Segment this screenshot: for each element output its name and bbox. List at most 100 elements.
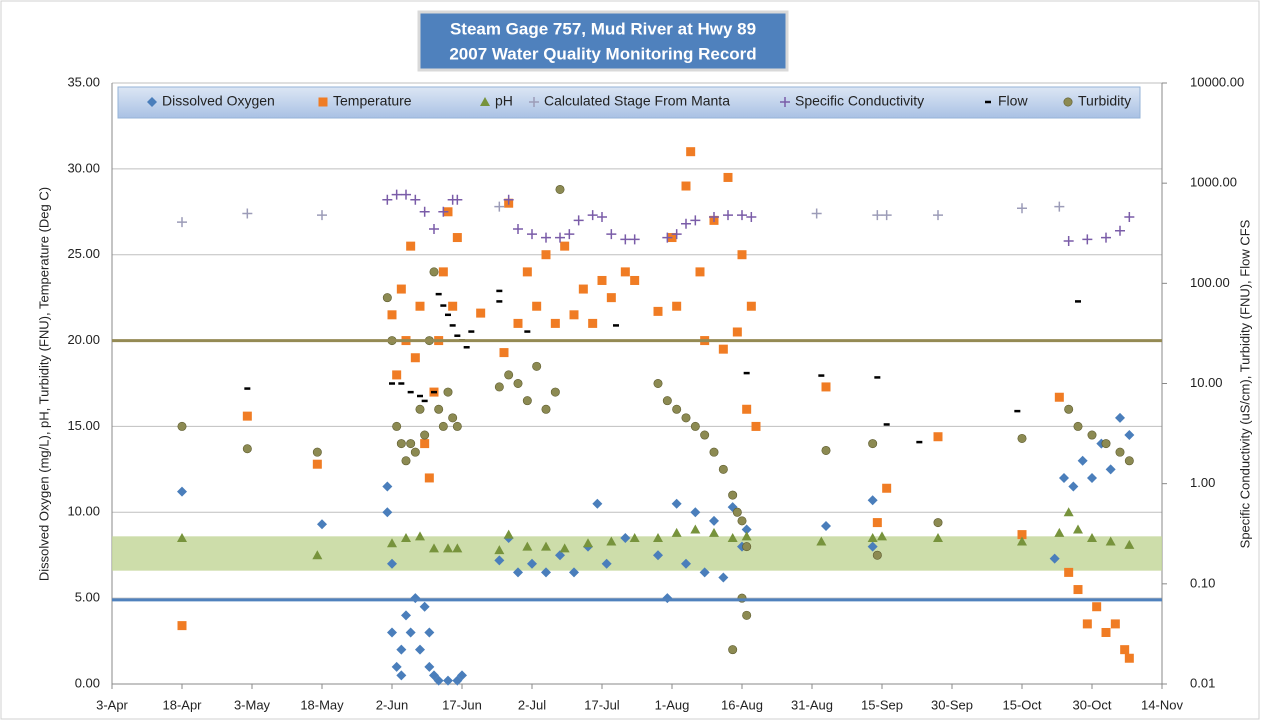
data-point <box>681 181 691 191</box>
data-point <box>1087 533 1097 543</box>
data-point <box>312 550 323 560</box>
data-point <box>746 211 757 222</box>
data-point <box>522 396 532 406</box>
data-point <box>448 413 458 423</box>
data-point <box>1124 539 1135 549</box>
data-point <box>700 430 710 440</box>
title-box <box>417 10 789 72</box>
data-point <box>620 533 631 544</box>
data-point <box>541 541 551 551</box>
data-point <box>532 361 542 371</box>
data-point <box>1059 472 1069 483</box>
data-point <box>1064 567 1074 577</box>
data-point <box>392 370 402 380</box>
data-point <box>1101 439 1111 449</box>
data-point <box>177 621 187 631</box>
data-point <box>503 194 514 205</box>
data-point <box>452 233 462 243</box>
data-point <box>452 543 463 553</box>
data-point <box>1017 433 1027 443</box>
data-point <box>709 515 719 526</box>
data-point <box>1064 404 1074 414</box>
y-axis-title: Dissolved Oxygen (mg/L), pH, Turbidity (… <box>36 187 51 581</box>
data-point <box>1115 447 1125 457</box>
data-point <box>933 533 943 543</box>
legend-label: Temperature <box>333 93 412 109</box>
data-point <box>513 318 523 328</box>
data-point <box>1082 619 1092 629</box>
data-point <box>821 382 831 392</box>
y2-tick-label: 1.00 <box>1190 475 1215 490</box>
data-point <box>522 267 532 277</box>
data-point <box>1105 536 1116 546</box>
data-point <box>452 421 462 431</box>
data-point <box>1017 203 1027 214</box>
data-point <box>933 210 943 221</box>
y2-tick-label: 100.00 <box>1190 275 1230 290</box>
data-point <box>821 445 831 455</box>
legend-label: Specific Conductivity <box>795 93 924 109</box>
data-point <box>872 210 883 221</box>
data-point <box>387 627 397 638</box>
data-point <box>1077 455 1088 466</box>
data-point <box>1115 412 1125 423</box>
legend-marker <box>480 97 490 106</box>
data-point <box>177 421 187 431</box>
x-tick-label: 31-Aug <box>791 697 833 712</box>
data-point <box>1101 232 1111 243</box>
data-point <box>588 318 598 328</box>
data-point <box>550 387 560 397</box>
data-point <box>494 545 505 555</box>
data-point <box>513 378 523 388</box>
data-point <box>555 232 565 243</box>
data-point <box>601 558 612 569</box>
data-point <box>877 531 887 541</box>
legend-label: pH <box>495 93 513 109</box>
data-point <box>559 543 570 553</box>
data-point <box>522 541 533 551</box>
data-point <box>382 293 392 303</box>
data-point <box>1073 585 1083 595</box>
data-point <box>499 348 509 358</box>
data-point <box>578 284 588 294</box>
data-point <box>434 404 444 414</box>
data-point <box>1087 430 1097 440</box>
data-point <box>1073 524 1083 534</box>
data-point <box>699 567 710 578</box>
legend-marker <box>1063 97 1073 107</box>
x-tick-label: 30-Sep <box>931 697 973 712</box>
data-point <box>494 201 505 212</box>
data-point <box>312 459 322 469</box>
data-point <box>391 661 402 672</box>
data-point <box>448 301 458 311</box>
data-point <box>737 210 747 221</box>
y-tick-label: 15.00 <box>67 418 100 433</box>
data-point <box>606 293 616 303</box>
data-point <box>415 404 425 414</box>
data-point <box>620 234 631 245</box>
data-point <box>396 644 407 655</box>
x-tick-label: 15-Sep <box>861 697 903 712</box>
data-point <box>560 241 570 251</box>
legend-marker <box>529 97 539 107</box>
data-point <box>406 241 416 251</box>
data-point <box>681 558 691 569</box>
data-point <box>429 223 439 234</box>
data-point <box>882 483 892 493</box>
data-point <box>415 644 425 655</box>
data-point <box>177 217 187 228</box>
data-point <box>723 172 733 182</box>
data-point <box>419 206 430 217</box>
data-point <box>541 232 551 243</box>
data-point <box>1082 234 1093 245</box>
y-tick-label: 30.00 <box>67 160 100 175</box>
x-tick-label: 18-Apr <box>162 697 202 712</box>
data-point <box>690 507 701 518</box>
data-point <box>415 531 425 541</box>
data-point <box>1063 235 1074 246</box>
y2-tick-label: 1000.00 <box>1190 175 1237 190</box>
x-tick-label: 1-Aug <box>655 697 690 712</box>
data-point <box>1110 619 1120 629</box>
data-point <box>541 404 551 414</box>
